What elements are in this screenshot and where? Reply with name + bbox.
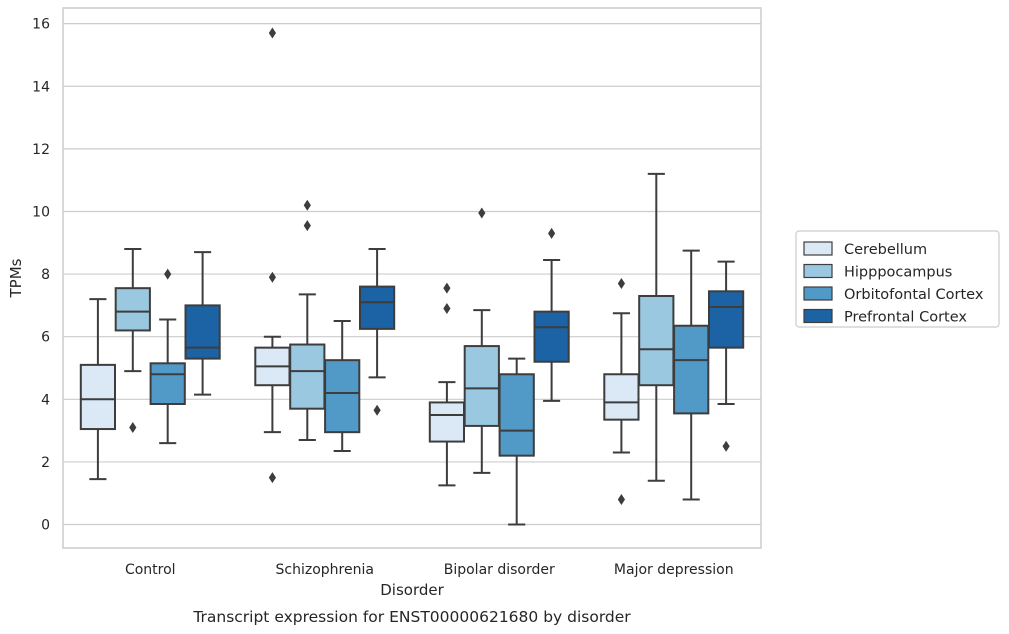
iqr-box [463, 345, 500, 427]
outlier-point [129, 421, 137, 433]
y-axis-label: TPMs [7, 258, 25, 298]
outlier-point [268, 271, 276, 283]
box-2-1 [324, 320, 361, 452]
outlier-point [164, 268, 172, 280]
outlier-point [303, 220, 311, 232]
y-tick-label: 2 [41, 455, 50, 471]
y-tick-label: 10 [32, 204, 50, 220]
legend-label: Hipppocampus [844, 265, 952, 281]
box-0-2 [428, 282, 466, 487]
legend-swatch [803, 308, 833, 324]
box-2-2 [498, 357, 535, 526]
iqr-box [358, 285, 396, 330]
y-tick-label: 14 [32, 79, 50, 95]
y-tick-label: 4 [41, 392, 50, 408]
legend-swatch [803, 241, 833, 256]
y-tick-label: 8 [41, 267, 50, 283]
outlier-point [478, 207, 486, 219]
iqr-box [79, 363, 117, 431]
outlier-point [268, 472, 276, 484]
outlier-point [268, 27, 276, 39]
legend-frame [795, 230, 1000, 328]
y-tick-label: 16 [32, 17, 50, 33]
iqr-box [673, 324, 710, 415]
box-3-2 [533, 227, 570, 402]
chart-caption: Transcript expression for ENST0000062168… [192, 608, 631, 626]
box-1-1 [289, 199, 326, 441]
x-tick-label: Bipolar disorder [444, 562, 555, 578]
legend-label: Orbitofontal Cortex [844, 287, 984, 303]
box-2-3 [673, 249, 710, 501]
box-0-1 [254, 27, 291, 484]
box-1-3 [638, 172, 675, 482]
x-tick-label: Schizophrenia [276, 562, 374, 578]
box-1-2 [463, 207, 500, 474]
outlier-point [617, 493, 625, 505]
iqr-box [498, 373, 535, 457]
box-2-0 [149, 268, 186, 445]
box-1-0 [114, 248, 151, 433]
y-axis-ticks: 0 2 4 6 8 10 12 14 16 [32, 17, 50, 534]
outlier-point [443, 282, 451, 294]
legend: Cerebellum Hipppocampus Orbitofontal Corte… [795, 230, 1000, 328]
box-0-0 [79, 298, 117, 481]
outlier-point [617, 277, 625, 289]
iqr-box [184, 304, 221, 360]
x-tick-label: Major depression [614, 562, 734, 578]
legend-label: Prefrontal Cortex [844, 310, 967, 326]
x-axis-ticks: Control Schizophrenia Bipolar disorder Majo… [125, 562, 734, 578]
legend-label: Cerebellum [844, 242, 927, 258]
box-3-0 [184, 251, 221, 396]
box-plot-series [79, 27, 745, 526]
iqr-box [324, 359, 361, 434]
iqr-box [638, 295, 675, 387]
iqr-box [114, 287, 151, 332]
outlier-point [548, 227, 556, 239]
legend-swatch [803, 263, 833, 279]
outlier-point [303, 199, 311, 211]
legend-swatch [803, 286, 833, 301]
iqr-box [707, 290, 745, 349]
iqr-box [428, 401, 466, 443]
box-3-1 [358, 248, 396, 416]
y-tick-label: 0 [41, 518, 50, 534]
iqr-box [603, 373, 640, 421]
box-3-3 [707, 260, 745, 452]
plot-frame [62, 7, 762, 549]
y-tick-label: 12 [32, 142, 50, 158]
outlier-point [722, 440, 730, 452]
iqr-box [289, 343, 326, 410]
iqr-box [149, 362, 186, 406]
x-axis-label: Disorder [380, 581, 444, 599]
y-tick-label: 6 [41, 330, 50, 346]
iqr-box [533, 310, 570, 363]
outlier-point [373, 404, 381, 416]
box-0-3 [603, 277, 640, 505]
x-tick-label: Control [125, 562, 176, 578]
outlier-point [443, 303, 451, 315]
